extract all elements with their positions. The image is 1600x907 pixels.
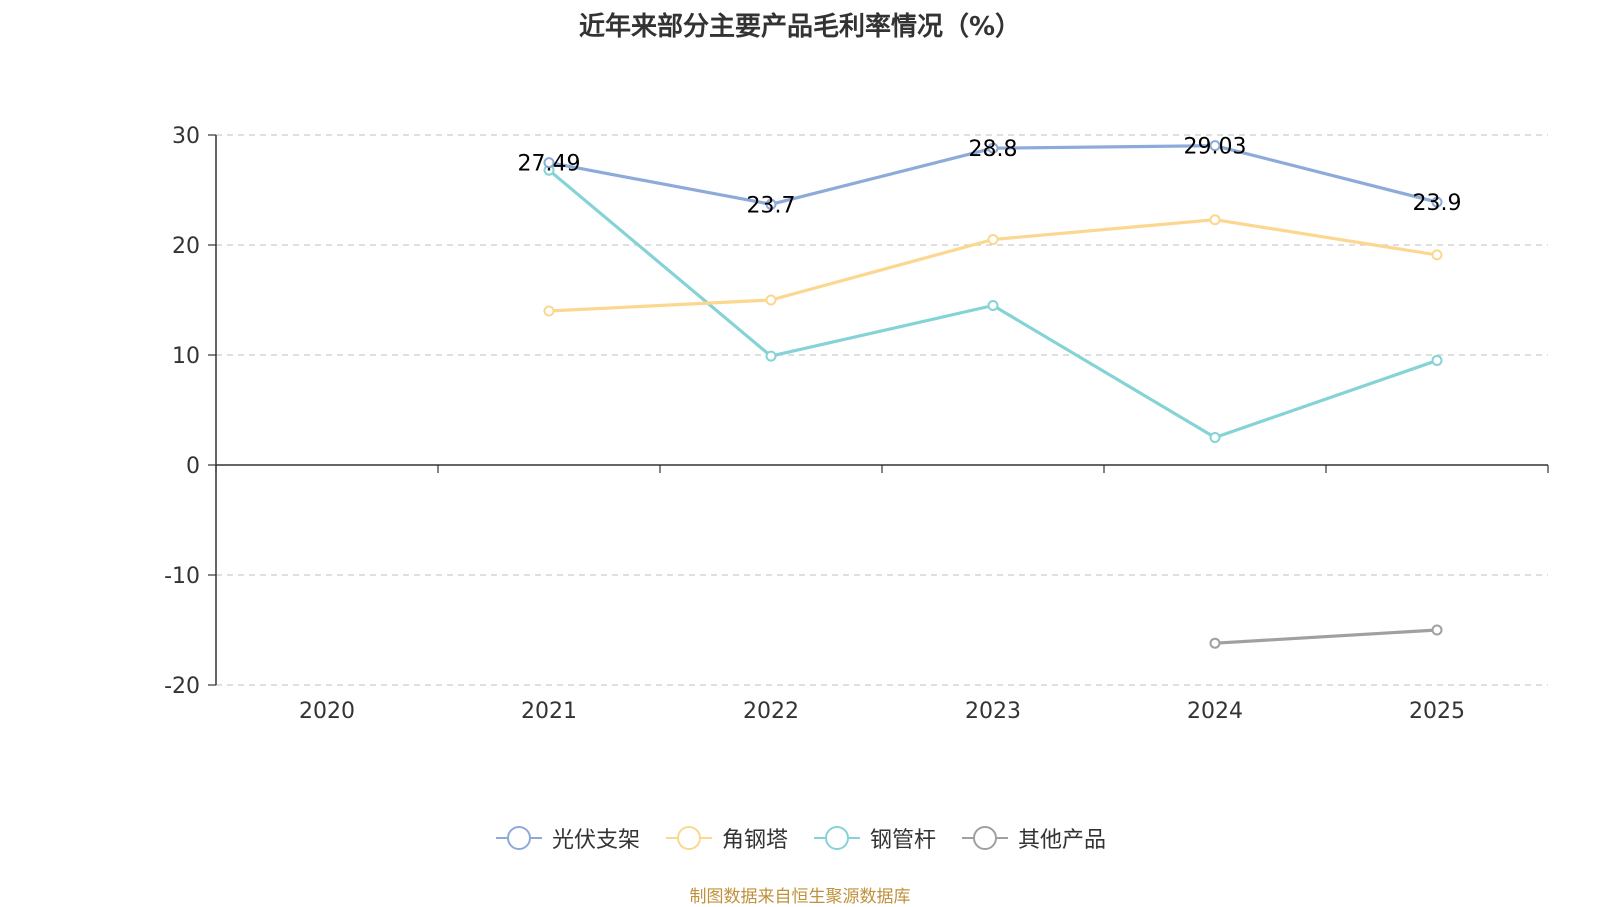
- chart-legend: 光伏支架 角钢塔 钢管杆 其他产品: [0, 822, 1600, 854]
- legend-item[interactable]: 光伏支架: [494, 822, 640, 854]
- legend-label: 角钢塔: [721, 828, 788, 853]
- data-label: 28.8: [969, 137, 1018, 162]
- x-tick-label: 2023: [965, 699, 1021, 724]
- y-tick-label: 0: [186, 454, 200, 479]
- data-label: 27.49: [518, 152, 581, 177]
- data-point: [987, 234, 999, 245]
- data-point: [987, 300, 999, 311]
- x-tick-label: 2022: [743, 699, 799, 724]
- series-line: [548, 218, 1438, 313]
- legend-marker-icon: [814, 826, 860, 850]
- data-point: [1431, 355, 1443, 366]
- legend-item[interactable]: 角钢塔: [664, 822, 788, 854]
- data-label: 23.7: [747, 193, 796, 218]
- data-point: [765, 350, 777, 362]
- source-note: 制图数据来自恒生聚源数据库: [689, 887, 911, 907]
- legend-marker-icon: [665, 826, 712, 850]
- data-point: [543, 305, 555, 317]
- legend-item[interactable]: 钢管杆: [812, 822, 936, 854]
- x-tick-label: 2020: [299, 699, 355, 724]
- data-label: 29.03: [1184, 135, 1247, 160]
- chart-title: 近年来部分主要产品毛利率情况（%）: [578, 12, 1022, 42]
- data-point: [1431, 624, 1443, 636]
- y-tick-label: 10: [172, 344, 200, 369]
- data-point: [1431, 196, 1443, 208]
- y-tick-label: -10: [164, 564, 200, 589]
- legend-label: 光伏支架: [551, 828, 640, 853]
- data-point: [1209, 140, 1221, 152]
- data-point: [987, 142, 999, 154]
- x-tick-label: 2021: [521, 699, 577, 724]
- legend-item[interactable]: 其他产品: [960, 822, 1106, 854]
- y-tick-label: 30: [172, 124, 200, 149]
- data-point: [543, 157, 555, 169]
- y-tick-label: 20: [172, 234, 200, 259]
- y-tick-label: -20: [164, 674, 200, 699]
- legend-label: 钢管杆: [870, 828, 937, 853]
- legend-label: 其他产品: [1018, 828, 1107, 853]
- x-tick-label: 2024: [1187, 699, 1243, 724]
- legend-marker-icon: [962, 826, 1009, 850]
- data-point: [765, 198, 777, 210]
- data-point: [1209, 214, 1221, 226]
- series-line: [1214, 628, 1438, 645]
- legend-marker-icon: [495, 826, 542, 850]
- data-point: [1431, 249, 1443, 261]
- data-point: [765, 294, 777, 306]
- data-point: [1209, 432, 1221, 443]
- data-label: 23.9: [1413, 191, 1462, 216]
- x-tick-label: 2025: [1409, 699, 1465, 724]
- data-point: [1209, 637, 1221, 649]
